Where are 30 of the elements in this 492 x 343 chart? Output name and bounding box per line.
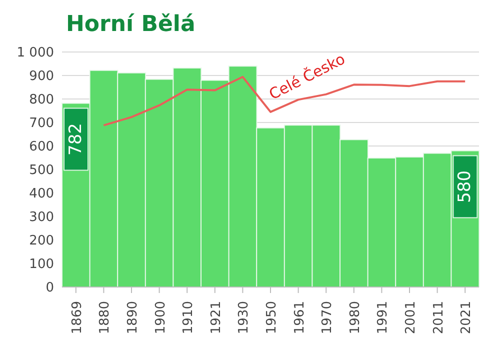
x-tick-label: 1991 — [376, 301, 391, 334]
y-tick-label: 100 — [29, 257, 54, 272]
x-tick-label: 1980 — [348, 301, 363, 334]
x-tick-label: 2021 — [459, 301, 474, 334]
y-tick-label: 300 — [29, 210, 54, 226]
x-tick-label: 1961 — [292, 301, 308, 334]
x-tick-label: 1910 — [181, 301, 196, 334]
x-tick-label: 2001 — [404, 301, 418, 334]
y-tick-label: 800 — [29, 92, 54, 108]
y-tick-label: 500 — [29, 163, 54, 178]
x-tick-label: 1890 — [126, 301, 140, 334]
data-label: 580 — [455, 170, 476, 203]
y-tick-label: 200 — [29, 234, 54, 249]
x-tick-label: 1950 — [264, 301, 280, 334]
chart-title: Horní Bělá — [66, 12, 196, 37]
x-tick-label: 1970 — [320, 301, 336, 334]
y-tick-label: 900 — [29, 69, 54, 84]
x-tick-label: 1900 — [153, 301, 168, 334]
y-tick-label: 400 — [29, 186, 54, 202]
y-tick-label: 0 — [46, 280, 54, 296]
y-tick-label: 700 — [29, 116, 54, 132]
y-tick-label: 1 000 — [16, 46, 54, 61]
x-tick-label: 1869 — [70, 301, 85, 334]
x-tick-label: 2011 — [431, 301, 446, 334]
data-label: 782 — [66, 123, 86, 156]
y-tick-label: 600 — [29, 140, 54, 155]
text: Celé Česko — [266, 50, 348, 104]
x-tick-label: 1880 — [98, 301, 113, 334]
x-tick-label: 1930 — [236, 301, 252, 334]
x-tick-label: 1921 — [208, 301, 224, 334]
